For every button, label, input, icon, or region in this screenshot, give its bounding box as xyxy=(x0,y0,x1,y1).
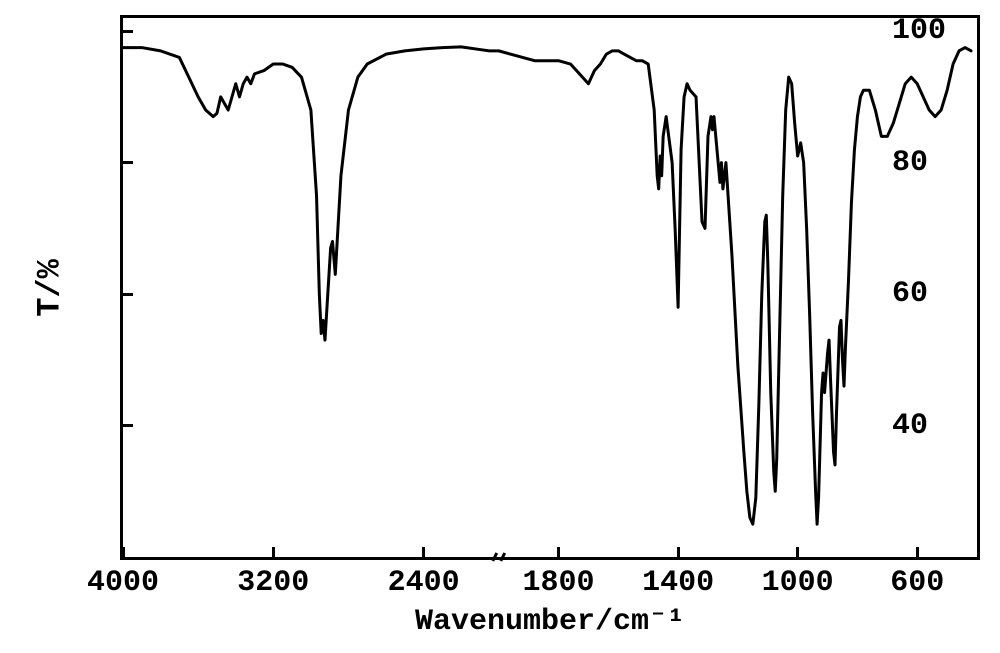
y-tick-mark xyxy=(120,424,133,427)
y-tick-label: 100 xyxy=(892,14,1000,48)
y-tick-label: 60 xyxy=(892,277,1000,311)
x-tick-label: 2400 xyxy=(388,566,460,600)
x-tick-mark xyxy=(916,547,919,560)
x-tick-label: 1400 xyxy=(642,566,714,600)
x-tick-mark xyxy=(122,547,125,560)
y-axis-label: T/% xyxy=(32,259,69,317)
x-axis-label: Wavenumber/cm⁻¹ xyxy=(415,602,685,639)
plot-area xyxy=(120,15,980,560)
y-tick-label: 80 xyxy=(892,146,1000,180)
x-tick-mark xyxy=(272,547,275,560)
x-tick-mark xyxy=(796,547,799,560)
spectrum-line xyxy=(123,18,977,557)
y-tick-mark xyxy=(120,30,133,33)
y-tick-label: 40 xyxy=(892,409,1000,443)
x-tick-mark xyxy=(422,547,425,560)
x-tick-label: 1000 xyxy=(762,566,834,600)
x-tick-label: 1800 xyxy=(523,566,595,600)
x-tick-label: 4000 xyxy=(87,566,159,600)
ir-spectrum-figure: T/% Wavenumber/cm⁻¹ 40 60 80 100 4000 3200 240… xyxy=(0,0,1000,653)
x-tick-label: 600 xyxy=(890,566,944,600)
x-tick-label: 3200 xyxy=(237,566,309,600)
x-tick-mark xyxy=(557,547,560,560)
y-tick-mark xyxy=(120,161,133,164)
x-tick-mark xyxy=(677,547,680,560)
y-tick-mark xyxy=(120,293,133,296)
